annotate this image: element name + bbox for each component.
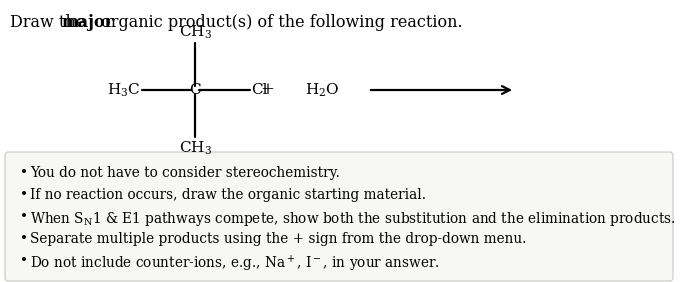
Text: C: C bbox=[189, 83, 201, 97]
Text: •: • bbox=[20, 232, 28, 246]
Text: •: • bbox=[20, 166, 28, 180]
Text: organic product(s) of the following reaction.: organic product(s) of the following reac… bbox=[96, 14, 462, 31]
Text: Do not include counter-ions, e.g., Na$^+$, I$^-$, in your answer.: Do not include counter-ions, e.g., Na$^+… bbox=[30, 254, 440, 274]
Text: If no reaction occurs, draw the organic starting material.: If no reaction occurs, draw the organic … bbox=[30, 188, 426, 202]
Text: •: • bbox=[20, 254, 28, 268]
Text: $\mathregular{H_2O}$: $\mathregular{H_2O}$ bbox=[305, 81, 339, 99]
Text: Separate multiple products using the + sign from the drop-down menu.: Separate multiple products using the + s… bbox=[30, 232, 526, 246]
Text: When S$_{\mathregular{N}}$1 & E1 pathways compete, show both the substitution an: When S$_{\mathregular{N}}$1 & E1 pathway… bbox=[30, 210, 676, 228]
Text: $\mathregular{CH_3}$: $\mathregular{CH_3}$ bbox=[179, 139, 211, 157]
Text: •: • bbox=[20, 188, 28, 202]
FancyBboxPatch shape bbox=[5, 152, 673, 281]
Text: Cl: Cl bbox=[251, 83, 267, 97]
Text: •: • bbox=[20, 210, 28, 224]
Text: +: + bbox=[260, 81, 274, 98]
Text: You do not have to consider stereochemistry.: You do not have to consider stereochemis… bbox=[30, 166, 340, 180]
Text: $\mathregular{CH_3}$: $\mathregular{CH_3}$ bbox=[179, 23, 211, 41]
Text: Draw the: Draw the bbox=[10, 14, 90, 31]
Text: $\mathregular{H_3C}$: $\mathregular{H_3C}$ bbox=[107, 81, 140, 99]
Text: major: major bbox=[62, 14, 114, 31]
